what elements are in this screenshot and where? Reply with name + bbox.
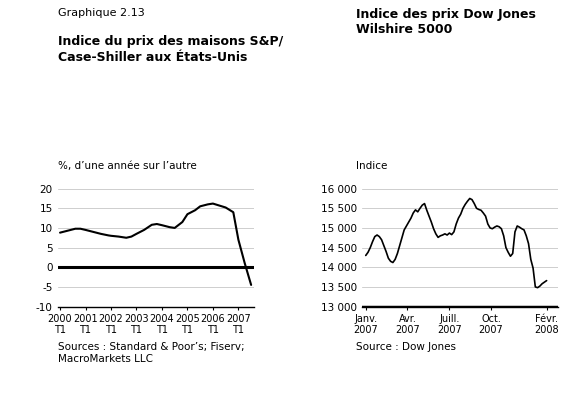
- Text: %, d’une année sur l’autre: %, d’une année sur l’autre: [58, 161, 196, 171]
- Text: Graphique 2.13: Graphique 2.13: [58, 8, 144, 18]
- Text: Indice: Indice: [356, 161, 387, 171]
- Text: Indice des prix Dow Jones
Wilshire 5000: Indice des prix Dow Jones Wilshire 5000: [356, 8, 536, 37]
- Text: Sources : Standard & Poor’s; Fiserv;
MacroMarkets LLC: Sources : Standard & Poor’s; Fiserv; Mac…: [58, 342, 244, 364]
- Text: Source : Dow Jones: Source : Dow Jones: [356, 342, 456, 352]
- Text: Indice du prix des maisons S&P/
Case-Shiller aux États-Unis: Indice du prix des maisons S&P/ Case-Shi…: [58, 35, 283, 64]
